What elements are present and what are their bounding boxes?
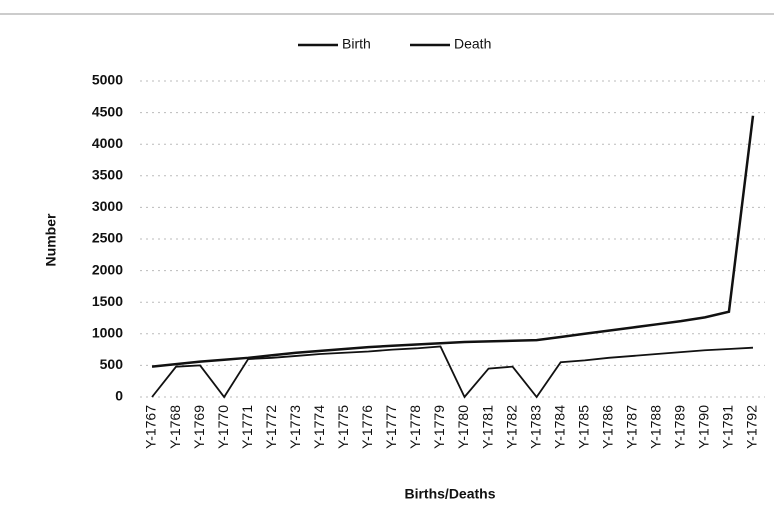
x-tick-label: Y-1791 bbox=[720, 405, 736, 449]
y-tick-label: 1000 bbox=[92, 325, 123, 341]
x-tick-label: Y-1787 bbox=[623, 405, 639, 449]
x-tick-label: Y-1789 bbox=[672, 405, 688, 449]
x-tick-label: Y-1788 bbox=[648, 405, 664, 449]
y-tick-label: 2000 bbox=[92, 261, 123, 277]
x-tick-label: Y-1779 bbox=[431, 405, 447, 449]
y-tick-label: 3500 bbox=[92, 167, 123, 183]
x-tick-label: Y-1776 bbox=[359, 405, 375, 449]
x-tick-label: Y-1768 bbox=[167, 405, 183, 449]
x-tick-label: Y-1782 bbox=[503, 405, 519, 449]
x-tick-label: Y-1773 bbox=[287, 405, 303, 449]
x-tick-label: Y-1775 bbox=[335, 405, 351, 449]
y-tick-label: 5000 bbox=[92, 72, 123, 88]
x-tick-label: Y-1781 bbox=[479, 405, 495, 449]
y-tick-label: 2500 bbox=[92, 230, 123, 246]
x-tick-label: Y-1780 bbox=[455, 405, 471, 449]
x-tick-label: Y-1785 bbox=[575, 405, 591, 449]
x-tick-label: Y-1786 bbox=[599, 405, 615, 449]
x-tick-label: Y-1790 bbox=[696, 405, 712, 449]
y-tick-label: 4500 bbox=[92, 103, 123, 119]
x-tick-label: Y-1774 bbox=[311, 405, 327, 449]
series-line bbox=[151, 345, 754, 399]
x-tick-label: Y-1767 bbox=[143, 405, 159, 449]
x-tick-label: Y-1792 bbox=[744, 405, 760, 449]
y-tick-label: 1500 bbox=[92, 293, 123, 309]
series-line bbox=[151, 115, 755, 368]
y-axis-title: Number bbox=[43, 213, 59, 266]
y-tick-label: 4000 bbox=[92, 135, 123, 151]
y-tick-label: 3000 bbox=[92, 198, 123, 214]
x-tick-label: Y-1778 bbox=[407, 405, 423, 449]
x-tick-label: Y-1777 bbox=[383, 405, 399, 449]
x-axis-title: Births/Deaths bbox=[404, 486, 495, 502]
x-tick-label: Y-1783 bbox=[527, 405, 543, 449]
x-tick-label: Y-1769 bbox=[191, 405, 207, 449]
legend-label: Birth bbox=[342, 36, 371, 52]
x-tick-label: Y-1784 bbox=[551, 405, 567, 449]
x-tick-label: Y-1770 bbox=[215, 405, 231, 449]
y-tick-label: 500 bbox=[100, 356, 124, 372]
y-tick-label: 0 bbox=[115, 388, 123, 404]
x-tick-label: Y-1771 bbox=[239, 405, 255, 449]
legend-label: Death bbox=[454, 36, 491, 52]
x-tick-label: Y-1772 bbox=[263, 405, 279, 449]
